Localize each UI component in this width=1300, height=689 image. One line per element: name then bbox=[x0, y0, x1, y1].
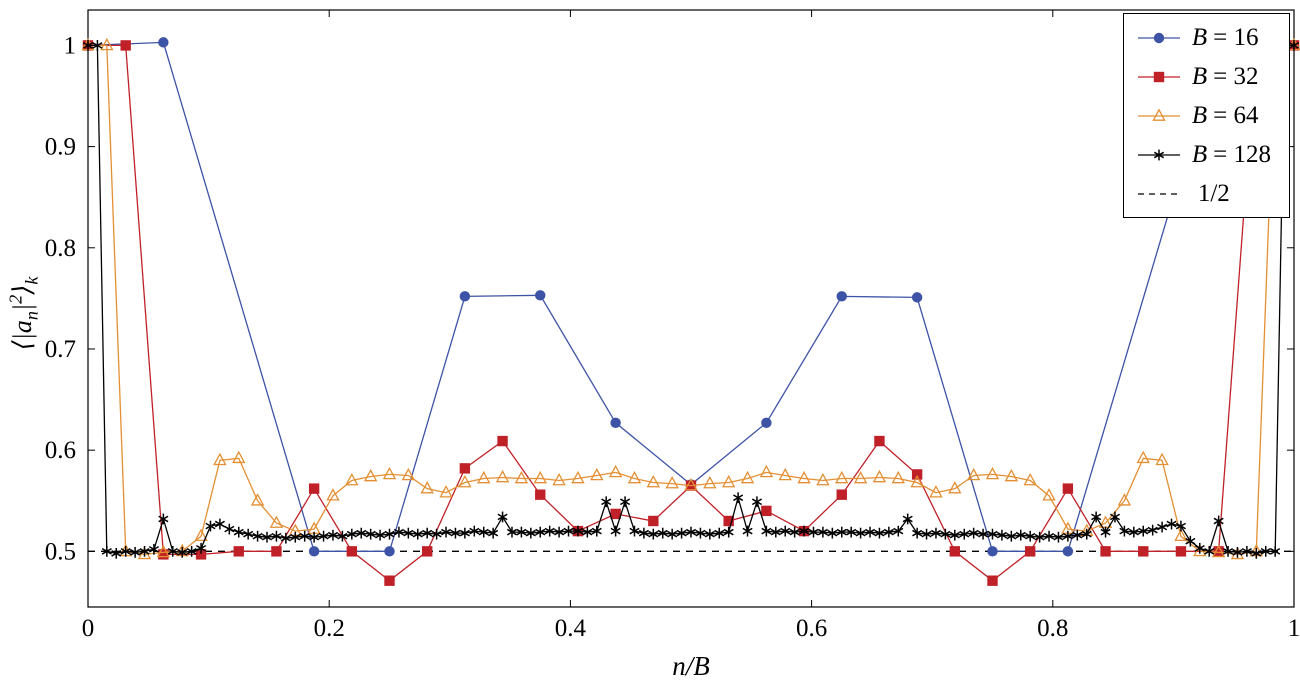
plot-frame bbox=[87, 9, 1295, 608]
legend-label: 1/2 bbox=[1197, 179, 1230, 207]
legend-label: B = 32 bbox=[1191, 62, 1259, 90]
x-tick-label: 0 bbox=[82, 615, 95, 642]
y-tick-label: 0.6 bbox=[45, 437, 76, 464]
triangle-marker-icon bbox=[1137, 107, 1180, 121]
y-axis-label: ⟨|an|2⟩k bbox=[5, 276, 42, 351]
legend-entry-half: 1/2 bbox=[1136, 178, 1271, 209]
y-tick-label: 0.8 bbox=[45, 235, 76, 262]
x-tick-label: 0.8 bbox=[1037, 615, 1068, 642]
x-tick-label: 0.4 bbox=[555, 615, 587, 642]
y-tick-label: 0.5 bbox=[45, 538, 76, 565]
dashed-line-icon bbox=[1137, 192, 1180, 195]
x-tick-label: 1 bbox=[1288, 615, 1300, 642]
series-b32 bbox=[82, 40, 1300, 586]
legend-label: B = 16 bbox=[1191, 23, 1259, 51]
x-axis-label: n/B bbox=[672, 651, 710, 681]
star-marker-icon bbox=[1137, 149, 1180, 160]
square-marker-icon bbox=[1137, 71, 1180, 82]
legend-entry-b128: B = 128 bbox=[1136, 139, 1271, 170]
legend-entry-b16: B = 16 bbox=[1136, 22, 1271, 53]
series-b128 bbox=[82, 40, 1300, 559]
y-tick-label: 1 bbox=[64, 32, 77, 59]
y-tick-label: 0.7 bbox=[45, 336, 76, 363]
legend-entry-b64: B = 64 bbox=[1136, 100, 1271, 131]
legend-entry-b32: B = 32 bbox=[1136, 61, 1271, 92]
x-tick-label: 0.6 bbox=[796, 615, 827, 642]
series-b64 bbox=[81, 37, 1300, 560]
legend-label: B = 128 bbox=[1191, 140, 1271, 168]
y-tick-label: 0.9 bbox=[45, 134, 76, 161]
circle-marker-icon bbox=[1137, 32, 1180, 43]
legend: B = 16 B = 32 B = 64 B = 128 1/2 bbox=[1122, 13, 1290, 218]
x-tick-label: 0.2 bbox=[314, 615, 345, 642]
legend-label: B = 64 bbox=[1191, 101, 1259, 129]
